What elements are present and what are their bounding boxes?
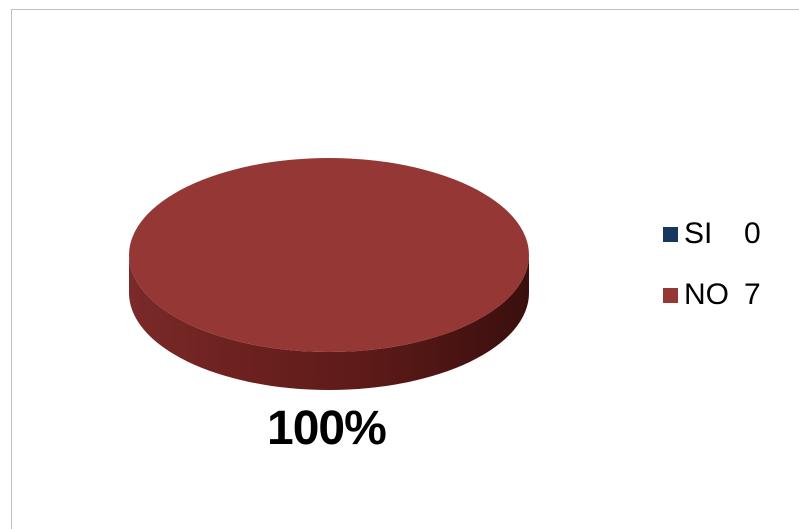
- data-label-no: 100%: [267, 402, 387, 455]
- chart-frame: [11, 9, 799, 529]
- legend-item-no: NO 7: [663, 273, 761, 317]
- pie-slice-no-side: [129, 255, 529, 390]
- legend: SI 0 NO 7: [663, 212, 761, 334]
- legend-item-si: SI 0: [663, 212, 761, 256]
- legend-label-si: SI: [684, 217, 713, 250]
- legend-swatch-no: [663, 287, 678, 303]
- legend-label-no: NO: [684, 278, 729, 311]
- pie-slices: [129, 158, 529, 390]
- legend-value-no: 7: [744, 278, 761, 311]
- legend-value-si: 0: [744, 217, 761, 250]
- pie-slice-no: [129, 158, 529, 352]
- legend-swatch-si: [663, 226, 678, 242]
